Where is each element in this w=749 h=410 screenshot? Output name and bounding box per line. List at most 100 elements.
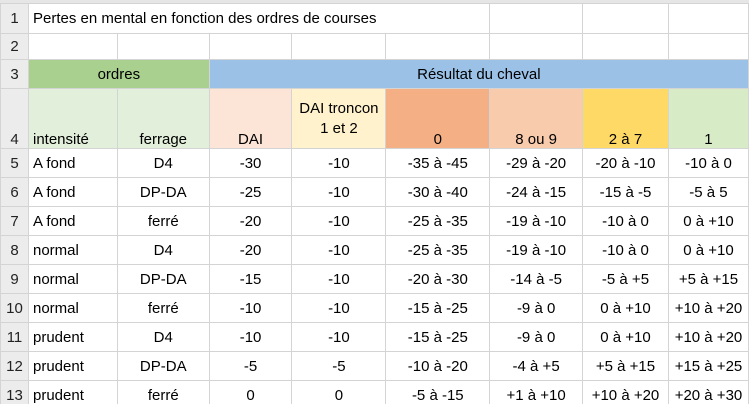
place-1-cell[interactable]: +10 à +20 (667, 322, 749, 352)
empty-cell[interactable] (291, 33, 387, 60)
dai-cell[interactable]: -20 (208, 206, 293, 236)
ferrage-cell[interactable]: D4 (116, 148, 210, 178)
dai-cell[interactable]: -30 (208, 148, 293, 178)
dai-troncon-cell[interactable]: -10 (291, 322, 387, 352)
intensite-header[interactable]: intensité (27, 88, 118, 149)
empty-cell[interactable] (116, 33, 210, 60)
place-8-9-cell[interactable]: -24 à -15 (489, 177, 584, 207)
ferrage-cell[interactable]: D4 (116, 322, 210, 352)
dai-cell[interactable]: -5 (208, 351, 293, 381)
place-8-9-cell[interactable]: -4 à +5 (489, 351, 584, 381)
place-0-cell[interactable]: -35 à -45 (385, 148, 491, 178)
row-number[interactable]: 7 (0, 206, 29, 236)
ferrage-cell[interactable]: D4 (116, 235, 210, 265)
place-8-9-header[interactable]: 8 ou 9 (489, 88, 584, 149)
place-8-9-cell[interactable]: -29 à -20 (489, 148, 584, 178)
place-0-cell[interactable]: -20 à -30 (385, 264, 491, 294)
intensite-cell[interactable]: prudent (27, 351, 118, 381)
place-2-7-cell[interactable]: 0 à +10 (582, 322, 669, 352)
place-8-9-cell[interactable]: -19 à -10 (489, 206, 584, 236)
place-2-7-header[interactable]: 2 à 7 (582, 88, 669, 149)
place-0-cell[interactable]: -15 à -25 (385, 322, 491, 352)
dai-header[interactable]: DAI (208, 88, 293, 149)
empty-cell[interactable] (582, 33, 669, 60)
place-8-9-cell[interactable]: -14 à -5 (489, 264, 584, 294)
place-0-cell[interactable]: -25 à -35 (385, 206, 491, 236)
place-8-9-cell[interactable]: -19 à -10 (489, 235, 584, 265)
dai-cell[interactable]: -15 (208, 264, 293, 294)
intensite-cell[interactable]: prudent (27, 322, 118, 352)
intensite-cell[interactable]: normal (27, 264, 118, 294)
dai-troncon-cell[interactable]: -10 (291, 177, 387, 207)
ferrage-header[interactable]: ferrage (116, 88, 210, 149)
empty-cell[interactable] (582, 3, 669, 34)
place-2-7-cell[interactable]: -10 à 0 (582, 235, 669, 265)
dai-cell[interactable]: -20 (208, 235, 293, 265)
row-number[interactable]: 5 (0, 148, 29, 178)
place-0-cell[interactable]: -10 à -20 (385, 351, 491, 381)
place-8-9-cell[interactable]: -9 à 0 (489, 293, 584, 323)
place-1-cell[interactable]: +10 à +20 (667, 293, 749, 323)
empty-cell[interactable] (489, 3, 584, 34)
ordres-group-header[interactable]: ordres (27, 59, 210, 89)
empty-cell[interactable] (385, 33, 491, 60)
place-1-cell[interactable]: -10 à 0 (667, 148, 749, 178)
row-number[interactable]: 3 (0, 59, 29, 89)
row-number[interactable]: 11 (0, 322, 29, 352)
intensite-cell[interactable]: normal (27, 293, 118, 323)
intensite-cell[interactable]: A fond (27, 206, 118, 236)
ferrage-cell[interactable]: ferré (116, 206, 210, 236)
intensite-cell[interactable]: normal (27, 235, 118, 265)
empty-cell[interactable] (27, 33, 118, 60)
place-2-7-cell[interactable]: 0 à +10 (582, 293, 669, 323)
place-2-7-cell[interactable]: -15 à -5 (582, 177, 669, 207)
place-1-header[interactable]: 1 (667, 88, 749, 149)
dai-troncon-cell[interactable]: -10 (291, 206, 387, 236)
row-number[interactable]: 2 (0, 33, 29, 60)
place-1-cell[interactable]: +5 à +15 (667, 264, 749, 294)
place-8-9-cell[interactable]: -9 à 0 (489, 322, 584, 352)
intensite-cell[interactable]: A fond (27, 177, 118, 207)
place-2-7-cell[interactable]: -20 à -10 (582, 148, 669, 178)
dai-troncon-header[interactable]: DAI troncon 1 et 2 (291, 88, 387, 149)
row-number[interactable]: 8 (0, 235, 29, 265)
place-2-7-cell[interactable]: -10 à 0 (582, 206, 669, 236)
dai-troncon-cell[interactable]: -5 (291, 351, 387, 381)
place-1-cell[interactable]: -5 à 5 (667, 177, 749, 207)
row-number[interactable]: 6 (0, 177, 29, 207)
place-1-cell[interactable]: 0 à +10 (667, 206, 749, 236)
empty-cell[interactable] (667, 33, 749, 60)
ferrage-cell[interactable]: DP-DA (116, 177, 210, 207)
place-0-cell[interactable]: -15 à -25 (385, 293, 491, 323)
dai-troncon-cell[interactable]: -10 (291, 264, 387, 294)
title-cell[interactable]: Pertes en mental en fonction des ordres … (27, 3, 491, 34)
dai-troncon-cell[interactable]: -10 (291, 148, 387, 178)
ferrage-cell[interactable]: DP-DA (116, 351, 210, 381)
row-number[interactable]: 9 (0, 264, 29, 294)
row-number[interactable]: 4 (0, 88, 29, 149)
place-1-cell[interactable]: +15 à +25 (667, 351, 749, 381)
empty-cell[interactable] (667, 3, 749, 34)
place-0-header[interactable]: 0 (385, 88, 491, 149)
dai-troncon-cell[interactable]: -10 (291, 235, 387, 265)
place-1-cell[interactable]: 0 à +10 (667, 235, 749, 265)
empty-cell[interactable] (208, 33, 293, 60)
dai-cell[interactable]: -25 (208, 177, 293, 207)
resultat-group-header[interactable]: Résultat du cheval (208, 59, 749, 89)
place-2-7-cell[interactable]: -5 à +5 (582, 264, 669, 294)
dai-cell[interactable]: -10 (208, 322, 293, 352)
dai-cell[interactable]: -10 (208, 293, 293, 323)
place-2-7-cell[interactable]: +5 à +15 (582, 351, 669, 381)
ferrage-cell[interactable]: DP-DA (116, 264, 210, 294)
row-number[interactable]: 1 (0, 3, 29, 34)
row-number[interactable]: 10 (0, 293, 29, 323)
place-0-cell[interactable]: -30 à -40 (385, 177, 491, 207)
row-number[interactable]: 12 (0, 351, 29, 381)
intensite-cell[interactable]: A fond (27, 148, 118, 178)
spreadsheet-grid: 1 Pertes en mental en fonction des ordre… (0, 3, 749, 410)
place-0-cell[interactable]: -25 à -35 (385, 235, 491, 265)
empty-cell[interactable] (489, 33, 584, 60)
ferrage-cell[interactable]: ferré (116, 293, 210, 323)
dai-troncon-cell[interactable]: -10 (291, 293, 387, 323)
